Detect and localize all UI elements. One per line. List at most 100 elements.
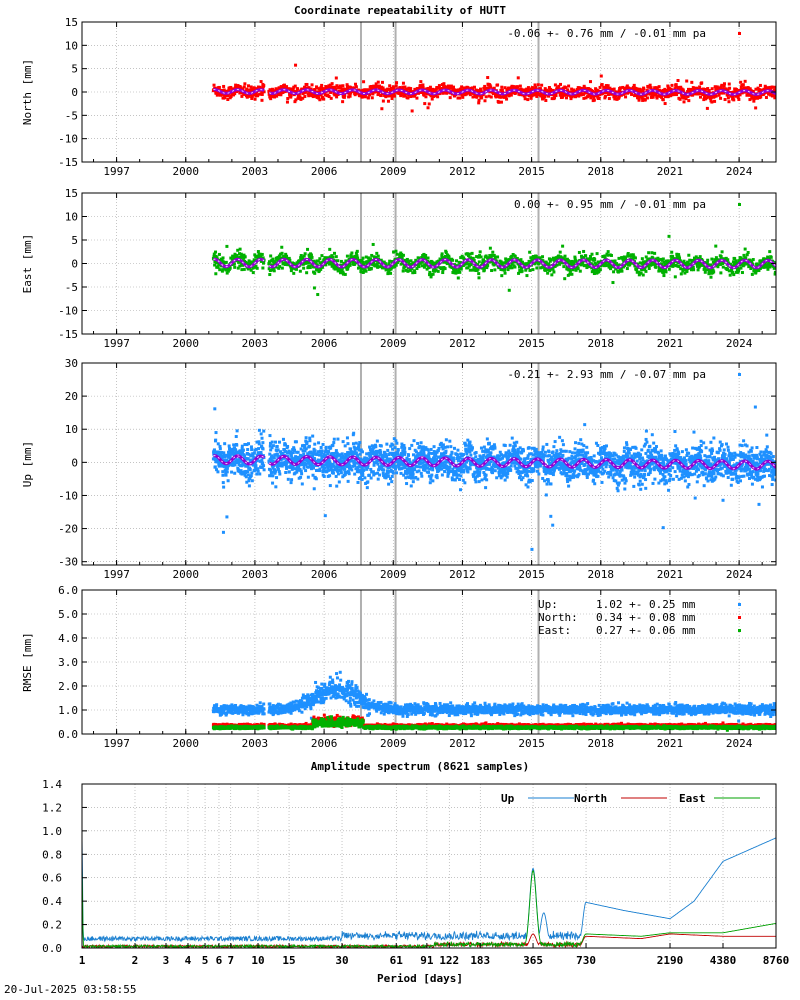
data-point — [443, 254, 447, 258]
data-point — [225, 89, 229, 93]
data-point — [565, 257, 569, 261]
data-point — [421, 90, 425, 94]
y-tick-label: 15 — [65, 187, 78, 200]
data-point — [353, 472, 357, 476]
data-point — [278, 265, 282, 269]
data-point — [613, 97, 617, 101]
data-point — [305, 441, 309, 445]
data-point — [258, 92, 262, 96]
x-tick-label: 2006 — [311, 337, 338, 350]
data-point — [471, 268, 475, 272]
data-point — [318, 257, 322, 261]
data-point — [275, 476, 279, 480]
data-point — [269, 474, 273, 478]
data-point — [293, 457, 297, 461]
data-point — [313, 87, 317, 91]
data-point — [340, 452, 344, 456]
data-point — [316, 90, 320, 94]
data-point — [663, 102, 667, 106]
data-point — [675, 93, 679, 97]
data-point — [663, 267, 667, 271]
data-point — [716, 265, 720, 269]
data-point — [638, 87, 642, 91]
data-point — [239, 469, 243, 473]
data-point — [471, 256, 475, 260]
data-point — [510, 262, 514, 266]
data-point — [244, 464, 248, 468]
data-point — [675, 252, 679, 256]
panel-up: 1997 2000 2003 2006 2009 2012 2015 2018 2021 2024… — [21, 357, 777, 581]
data-point — [220, 461, 224, 465]
data-point — [717, 93, 721, 97]
data-point — [345, 264, 349, 268]
data-point — [684, 97, 688, 101]
data-point — [558, 250, 562, 254]
data-point — [270, 87, 274, 91]
data-point — [310, 83, 314, 87]
data-point — [522, 94, 526, 98]
data-point — [483, 84, 487, 88]
data-point — [536, 83, 540, 87]
data-point — [368, 445, 372, 449]
data-point — [438, 92, 442, 96]
data-point — [224, 260, 228, 264]
data-point — [226, 94, 230, 98]
data-point — [361, 270, 365, 274]
data-point — [225, 515, 229, 519]
data-point — [220, 455, 224, 459]
data-point — [430, 97, 434, 101]
data-point — [274, 440, 278, 444]
data-point — [271, 444, 275, 448]
data-point — [457, 269, 461, 273]
data-point — [728, 86, 732, 90]
data-point — [280, 245, 284, 249]
data-point — [308, 436, 312, 440]
data-point — [403, 85, 407, 89]
data-point — [364, 255, 368, 259]
data-point — [312, 286, 316, 290]
data-point — [326, 93, 330, 97]
data-point — [367, 451, 371, 455]
data-point — [294, 440, 298, 444]
data-point — [232, 254, 236, 258]
data-point — [755, 262, 759, 266]
data-point — [603, 94, 607, 98]
data-point — [593, 258, 597, 262]
data-point — [261, 256, 265, 260]
data-point — [638, 261, 642, 265]
data-point — [274, 469, 278, 473]
data-point — [257, 428, 261, 432]
data-point — [257, 255, 261, 259]
data-point — [267, 260, 271, 264]
data-point — [685, 79, 689, 83]
data-point — [389, 271, 393, 275]
data-point — [255, 266, 259, 270]
data-point — [253, 97, 257, 101]
data-point — [484, 95, 488, 99]
data-point — [483, 99, 487, 103]
data-point — [327, 457, 331, 461]
data-point — [386, 448, 390, 452]
data-point — [703, 270, 707, 274]
data-point — [236, 466, 240, 470]
data-point — [719, 255, 723, 259]
data-point — [737, 269, 741, 273]
data-point — [275, 445, 279, 449]
data-point — [410, 90, 414, 94]
data-point — [380, 464, 384, 468]
y-tick-label: 5 — [71, 63, 78, 76]
data-point — [287, 87, 291, 91]
data-point — [653, 251, 657, 255]
data-point — [555, 263, 559, 267]
data-point — [306, 452, 310, 456]
data-point — [353, 82, 357, 86]
data-point — [506, 268, 510, 272]
data-point — [611, 281, 615, 285]
data-point — [478, 250, 482, 254]
data-point — [245, 443, 249, 447]
data-point — [384, 452, 388, 456]
data-point — [417, 265, 421, 269]
data-point — [321, 455, 325, 459]
data-point — [384, 472, 388, 476]
data-point — [348, 94, 352, 98]
